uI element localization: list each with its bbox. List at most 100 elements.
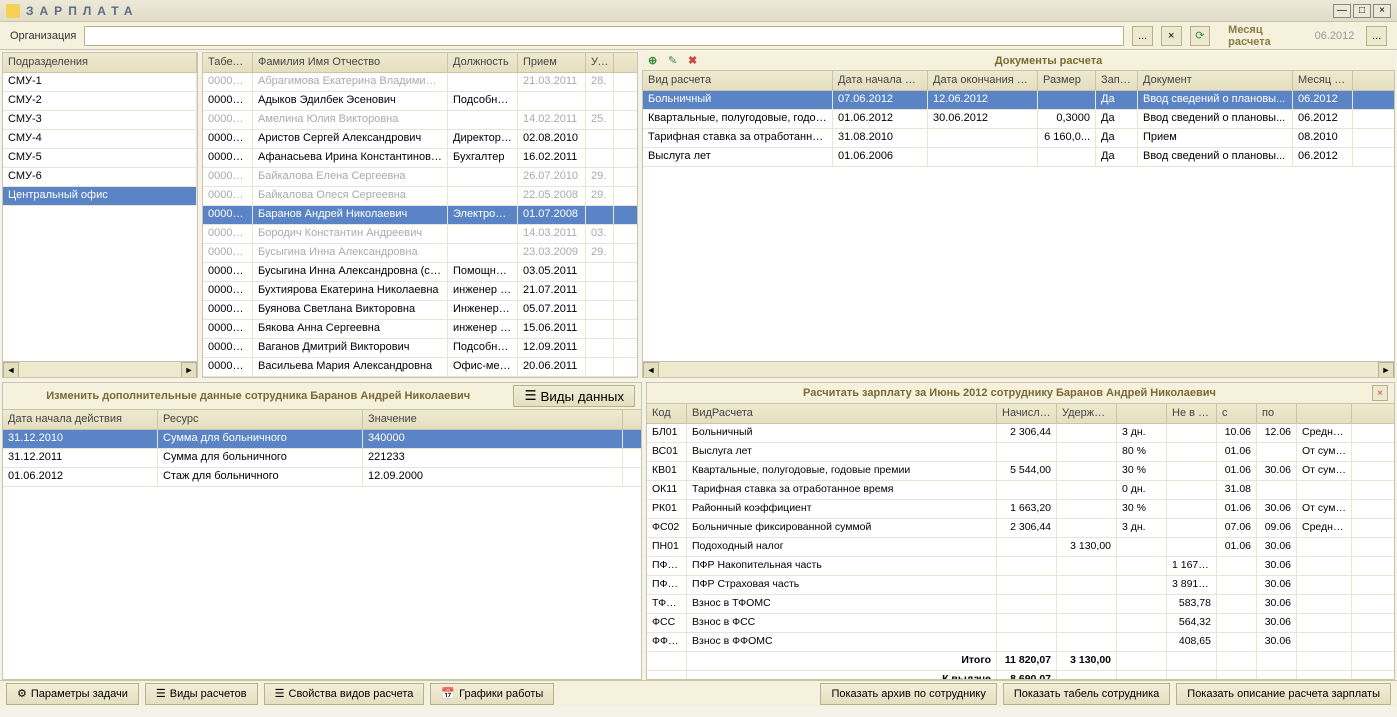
close-button[interactable]: × (1373, 4, 1391, 18)
delete-icon[interactable]: ✖ (688, 54, 702, 68)
salary-row[interactable]: ОК11Тарифная ставка за отработанное врем… (647, 481, 1394, 500)
salary-row[interactable]: ПФРНПФР Накопительная часть1 167,5730.06 (647, 557, 1394, 576)
emp-header-tabel[interactable]: Табель... (203, 53, 253, 72)
add-icon[interactable]: ⊕ (648, 54, 662, 68)
sal-h-last[interactable] (1297, 404, 1352, 423)
top-toolbar: Организация ... × ⟳ Месяц расчета 06.201… (0, 22, 1397, 50)
department-row[interactable]: Центральный офис (3, 187, 197, 206)
calc-props-button[interactable]: ☰Свойства видов расчета (264, 683, 425, 705)
app-title: ЗАРПЛАТА (26, 4, 139, 18)
org-select-button[interactable]: ... (1132, 26, 1153, 46)
salary-row[interactable]: БЛ01Больничный2 306,443 дн.10.0612.06Сре… (647, 424, 1394, 443)
emp-header-fio[interactable]: Фамилия Имя Отчество (253, 53, 448, 72)
department-row[interactable]: СМУ-4 (3, 130, 197, 149)
month-select-button[interactable]: ... (1366, 26, 1387, 46)
documents-title: Документы расчета (708, 55, 1389, 67)
salary-row[interactable]: ФССВзнос в ФСС564,3230.06 (647, 614, 1394, 633)
list-icon: ☰ (524, 388, 536, 404)
department-row[interactable]: СМУ-3 (3, 111, 197, 130)
doc-h2[interactable]: Дата начала дей... (833, 71, 928, 90)
org-input[interactable] (84, 26, 1124, 46)
department-row[interactable]: СМУ-5 (3, 149, 197, 168)
departments-header: Подразделения (3, 53, 197, 72)
employee-row[interactable]: 000000...Адыков Эдилбек ЭсеновичПодсобны… (203, 92, 637, 111)
salary-close-icon[interactable]: × (1372, 385, 1388, 401)
doc-hscroll[interactable]: ◄► (643, 361, 1394, 377)
employee-row[interactable]: 000000...Амелина Юлия Викторовна14.02.20… (203, 111, 637, 130)
document-row[interactable]: Выслуга лет01.06.2006ДаВвод сведений о п… (643, 148, 1394, 167)
additional-row[interactable]: 01.06.2012Стаж для больничного12.09.2000 (3, 468, 641, 487)
employee-row[interactable]: 000000...Байкалова Елена Сергеевна26.07.… (203, 168, 637, 187)
sal-h-uder[interactable]: Удержано (1057, 404, 1117, 423)
minimize-button[interactable]: — (1333, 4, 1351, 18)
salary-row[interactable]: ВС01Выслуга лет80 %01.06От суммы 0 (647, 443, 1394, 462)
salary-row[interactable]: ФФМСВзнос в ФФОМС408,6530.06 (647, 633, 1394, 652)
additional-row[interactable]: 31.12.2011Сумма для больничного221233 (3, 449, 641, 468)
document-row[interactable]: Тарифная ставка за отработанно...31.08.2… (643, 129, 1394, 148)
emp-header-position[interactable]: Должность (448, 53, 518, 72)
sal-h-code[interactable]: Код (647, 404, 687, 423)
maximize-button[interactable]: □ (1353, 4, 1371, 18)
org-clear-button[interactable]: × (1161, 26, 1182, 46)
employee-row[interactable]: 000000...Бухтиярова Екатерина Николаевна… (203, 282, 637, 301)
sal-h-nezpl[interactable]: Не в ЗПЛ (1167, 404, 1217, 423)
employee-row[interactable]: 000000...Байкалова Олеся Сергеевна22.05.… (203, 187, 637, 206)
emp-header-hired[interactable]: Прием (518, 53, 586, 72)
archive-button[interactable]: Показать архив по сотруднику (820, 683, 996, 705)
employee-row[interactable]: 000000...Бородич Константин Андреевич14.… (203, 225, 637, 244)
refresh-icon[interactable]: ⟳ (1190, 26, 1211, 46)
edit-icon[interactable]: ✎ (668, 54, 682, 68)
salary-grid: Код ВидРасчета Начислено Удержано Не в З… (646, 403, 1395, 680)
employee-row[interactable]: 000000...Абрагимова Екатерина Владимиров… (203, 73, 637, 92)
sal-h-name[interactable]: ВидРасчета (687, 404, 997, 423)
sal-h-s[interactable]: с (1217, 404, 1257, 423)
salary-row[interactable]: ТФМСВзнос в ТФОМС583,7830.06 (647, 595, 1394, 614)
salary-row[interactable]: КВ01Квартальные, полугодовые, годовые пр… (647, 462, 1394, 481)
params-button[interactable]: ⚙Параметры задачи (6, 683, 139, 705)
sal-h-nach[interactable]: Начислено (997, 404, 1057, 423)
salary-row[interactable]: ПН01Подоходный налог3 130,0001.0630.06 (647, 538, 1394, 557)
description-button[interactable]: Показать описание расчета зарплаты (1176, 683, 1391, 705)
employee-row[interactable]: 000000...Бякова Анна Сергеевнаинженер п.… (203, 320, 637, 339)
employee-row[interactable]: 000000...Бусыгина Инна Александровна (со… (203, 263, 637, 282)
doc-h1[interactable]: Вид расчета (643, 71, 833, 90)
schedules-button[interactable]: 📅Графики работы (430, 683, 554, 705)
doc-h6[interactable]: Документ (1138, 71, 1293, 90)
dept-hscroll[interactable]: ◄► (3, 361, 197, 377)
department-row[interactable]: СМУ-6 (3, 168, 197, 187)
calc-types-button[interactable]: ☰Виды расчетов (145, 683, 258, 705)
document-row[interactable]: Больничный07.06.201212.06.2012ДаВвод све… (643, 91, 1394, 110)
additional-row[interactable]: 31.12.2010Сумма для больничного340000 (3, 430, 641, 449)
data-types-button[interactable]: ☰Виды данных (513, 385, 635, 407)
doc-h5[interactable]: Запи... (1096, 71, 1138, 90)
timesheet-button[interactable]: Показать табель сотрудника (1003, 683, 1170, 705)
add-h3[interactable]: Значение (363, 410, 623, 429)
emp-header-fired[interactable]: Ув... (586, 53, 614, 72)
department-row[interactable]: СМУ-1 (3, 73, 197, 92)
sal-h-p[interactable]: по (1257, 404, 1297, 423)
employee-row[interactable]: 000000...Ваганов Дмитрий ВикторовичПодсо… (203, 339, 637, 358)
doc-h3[interactable]: Дата окончания де... (928, 71, 1038, 90)
salary-row[interactable]: ПФРСПФР Страховая часть3 891,8930.06 (647, 576, 1394, 595)
employee-row[interactable]: 000000...Афанасьева Ирина Константиновна… (203, 149, 637, 168)
employee-row[interactable]: 000000...Васильева Мария АлександровнаОф… (203, 358, 637, 377)
document-row[interactable]: Квартальные, полугодовые, годов...01.06.… (643, 110, 1394, 129)
salary-payout-row: К выдаче8 690,07 (647, 671, 1394, 680)
add-h2[interactable]: Ресурс (158, 410, 363, 429)
app-icon (6, 4, 20, 18)
employees-grid: Табель... Фамилия Имя Отчество Должность… (202, 52, 638, 378)
doc-h4[interactable]: Размер (1038, 71, 1096, 90)
emp-hscroll[interactable]: ◄► (203, 377, 637, 378)
documents-grid: Вид расчета Дата начала дей... Дата окон… (642, 70, 1395, 378)
employee-row[interactable]: 000000...Бусыгина Инна Александровна23.0… (203, 244, 637, 263)
sal-h-blank[interactable] (1117, 404, 1167, 423)
salary-row[interactable]: ФС02Больничные фиксированной суммой2 306… (647, 519, 1394, 538)
salary-title: Расчитать зарплату за Июнь 2012 сотрудни… (653, 387, 1366, 399)
employee-row[interactable]: 000000...Буянова Светлана ВикторовнаИнже… (203, 301, 637, 320)
salary-row[interactable]: РК01Районный коэффициент1 663,2030 %01.0… (647, 500, 1394, 519)
employee-row[interactable]: 000000...Баранов Андрей НиколаевичЭлектр… (203, 206, 637, 225)
department-row[interactable]: СМУ-2 (3, 92, 197, 111)
add-h1[interactable]: Дата начала действия (3, 410, 158, 429)
doc-h7[interactable]: Месяц вв... (1293, 71, 1353, 90)
employee-row[interactable]: 000000...Аристов Сергей АлександровичДир… (203, 130, 637, 149)
